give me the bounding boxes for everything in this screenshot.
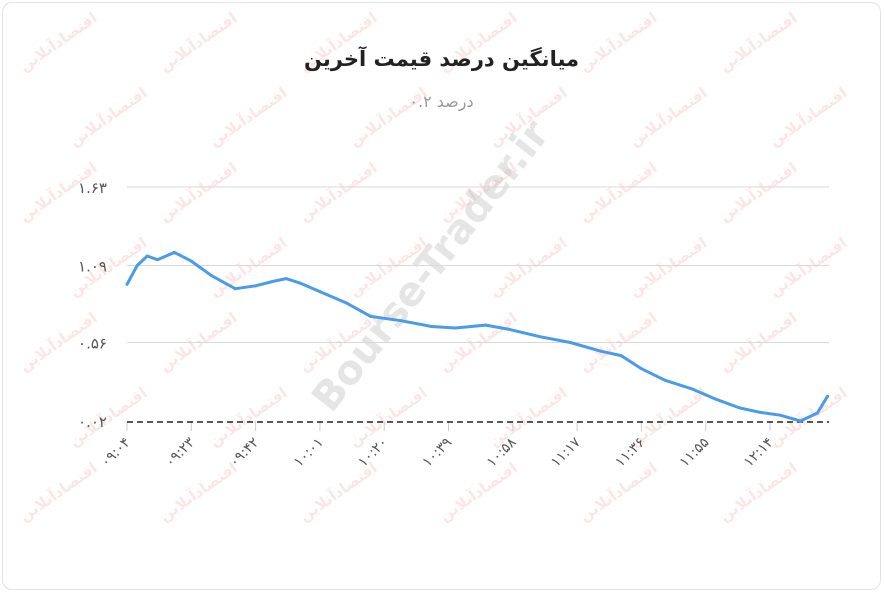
data-point bbox=[778, 413, 782, 417]
data-point bbox=[345, 301, 349, 305]
data-point bbox=[145, 254, 149, 258]
data-point bbox=[298, 281, 302, 285]
x-tick-label: ۱۱:۱۷ bbox=[548, 434, 584, 470]
x-tick-label: ۱۰:۳۹ bbox=[419, 435, 455, 471]
x-tick-label: ۰۹:۰۴ bbox=[98, 435, 134, 471]
y-tick-label: ۱.۶۳ bbox=[78, 179, 107, 197]
data-point bbox=[284, 277, 288, 281]
data-point bbox=[233, 287, 237, 291]
data-point bbox=[663, 378, 667, 382]
data-point bbox=[430, 325, 434, 329]
data-point bbox=[271, 279, 275, 283]
data-point bbox=[690, 387, 694, 391]
data-point bbox=[135, 263, 139, 267]
data-point bbox=[714, 397, 718, 401]
data-point bbox=[125, 282, 129, 286]
data-point bbox=[318, 290, 322, 294]
y-tick-label: ۰.۵۶ bbox=[78, 335, 107, 353]
x-tick-label: ۱۱:۵۵ bbox=[677, 435, 713, 471]
data-line bbox=[125, 250, 829, 423]
data-point bbox=[798, 419, 802, 423]
x-tick-label: ۱۰:۵۸ bbox=[484, 434, 520, 470]
data-point bbox=[369, 314, 373, 318]
data-point bbox=[210, 274, 214, 278]
data-point bbox=[453, 326, 457, 330]
data-point bbox=[538, 335, 542, 339]
data-point bbox=[172, 250, 176, 254]
x-tick-label: ۱۱:۳۶ bbox=[612, 435, 648, 471]
data-point bbox=[738, 406, 742, 410]
y-tick-label: ۰.۰۲ bbox=[78, 413, 107, 431]
y-tick-label: ۱.۰۹ bbox=[78, 257, 107, 275]
data-point bbox=[189, 259, 193, 263]
x-tick-label: ۰۹:۲۳ bbox=[162, 434, 198, 470]
x-tick-label: ۱۲:۱۴ bbox=[741, 435, 777, 471]
data-point bbox=[599, 349, 603, 353]
data-point bbox=[826, 394, 830, 398]
x-tick-label: ۰۹:۴۲ bbox=[227, 435, 263, 471]
line-chart: ۰.۰۲ ۰.۵۶ ۱.۰۹ ۱.۶۳ ۰۹:۰۴ ۰۹:۲۳ ۰۹:۴۲ ۱۰:۰۱ ۱۰:۲… bbox=[78, 179, 830, 471]
data-point bbox=[639, 367, 643, 371]
x-tick-label: ۱۰:۰۱ bbox=[291, 435, 327, 471]
data-point bbox=[568, 341, 572, 345]
data-point bbox=[155, 258, 159, 262]
data-point bbox=[399, 319, 403, 323]
chart-subtitle: درصد ۰.۲ bbox=[409, 92, 474, 111]
data-point bbox=[254, 284, 258, 288]
x-tick-label: ۱۰:۲۰ bbox=[355, 435, 391, 471]
data-point bbox=[758, 410, 762, 414]
data-point bbox=[815, 411, 819, 415]
chart-title: میانگین درصد قیمت آخرین bbox=[303, 47, 580, 71]
data-point bbox=[507, 327, 511, 331]
data-point bbox=[484, 323, 488, 327]
data-point bbox=[619, 354, 623, 358]
